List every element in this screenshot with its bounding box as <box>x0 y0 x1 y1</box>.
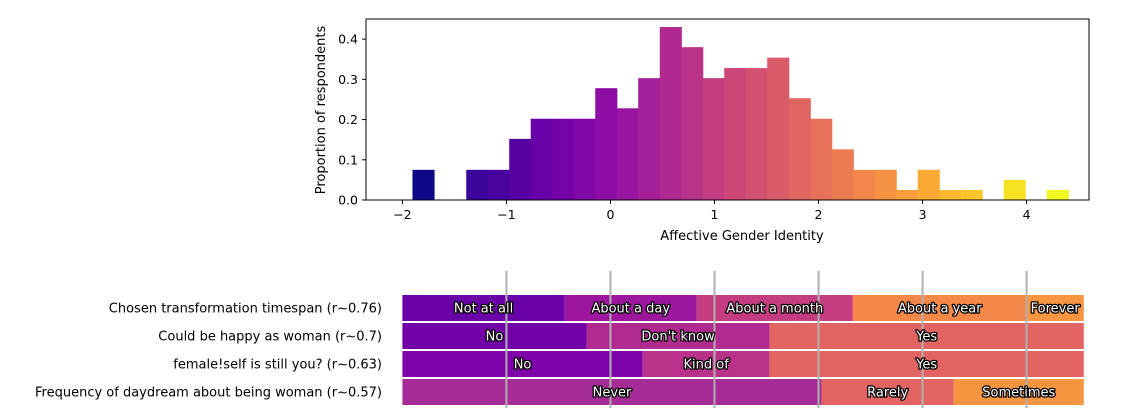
y-tick-label: 0.0 <box>338 193 358 208</box>
stacked-segment <box>769 323 1084 349</box>
segment-label: Never <box>593 386 632 401</box>
stacked-segment <box>1026 295 1084 321</box>
histogram-bar <box>874 169 897 200</box>
histogram-bar <box>487 169 510 200</box>
y-tick-label: 0.3 <box>338 72 358 87</box>
y-tick-label: 0.2 <box>338 112 358 127</box>
segment-label: No <box>486 330 504 345</box>
stacked-segment <box>586 323 770 349</box>
histogram-bar <box>638 78 661 200</box>
histogram-bar <box>595 88 618 200</box>
histogram-bar <box>509 138 532 200</box>
segment-label: Yes <box>915 358 937 373</box>
stacked-segment <box>769 351 1084 377</box>
histogram-bar <box>917 169 940 200</box>
histogram-bar <box>853 169 876 200</box>
y-tick-label: 0.4 <box>338 32 358 47</box>
x-tick-label: 2 <box>815 207 823 222</box>
stacked-segment <box>402 295 565 321</box>
histogram-bar <box>745 68 768 200</box>
stacked-segment <box>696 295 853 321</box>
stacked-gridlines <box>505 271 1028 408</box>
segment-label: About a day <box>591 302 670 317</box>
segment-label: Rarely <box>867 386 908 401</box>
histogram-bar <box>810 118 833 200</box>
histogram-bar <box>552 118 575 200</box>
stacked-segment <box>642 351 770 377</box>
stacked-segment <box>402 323 587 349</box>
x-tick-label: −2 <box>393 207 411 222</box>
histogram-bar <box>702 78 725 200</box>
histogram-bar <box>681 47 704 200</box>
x-tick-label: 4 <box>1023 207 1031 222</box>
stacked-bars <box>402 295 1084 405</box>
x-axis-label: Affective Gender Identity <box>660 229 824 244</box>
stacked-segment <box>564 295 697 321</box>
histogram-bar <box>616 108 639 200</box>
segment-label: No <box>514 358 532 373</box>
segment-label: Sometimes <box>982 386 1055 401</box>
stacked-segment <box>953 379 1084 405</box>
histogram-bar <box>767 57 790 200</box>
x-tick-label: 3 <box>919 207 927 222</box>
stacked-segment-labels: Not at all About a day About a month About … <box>453 300 1082 402</box>
segment-label: Yes <box>915 330 937 345</box>
stacked-segment <box>852 295 1027 321</box>
stacked-segment <box>821 379 954 405</box>
histogram-y-ticks: 0.0 0.1 0.2 0.3 0.4 <box>338 32 366 208</box>
histogram-bar <box>659 27 682 200</box>
histogram-bar <box>573 118 596 200</box>
row-label: Could be happy as woman (r~0.7) <box>158 330 382 345</box>
segment-label: About a month <box>726 302 823 317</box>
y-tick-label: 0.1 <box>338 152 358 167</box>
x-tick-label: 0 <box>606 207 614 222</box>
histogram-bar <box>788 98 811 200</box>
histogram-bar <box>1046 189 1069 200</box>
histogram-bar <box>939 189 962 200</box>
segment-label: Not at all <box>454 302 513 317</box>
histogram-bar <box>466 169 489 200</box>
histogram-bar <box>896 189 919 200</box>
histogram-bar <box>1003 179 1026 200</box>
segment-label: Kind of <box>684 358 730 373</box>
row-label: Frequency of daydream about being woman … <box>35 386 382 401</box>
histogram-frame <box>365 18 1090 201</box>
row-label: female!self is still you? (r~0.63) <box>173 358 382 373</box>
segment-label: About a year <box>898 302 982 317</box>
row-label: Chosen transformation timespan (r~0.76) <box>109 302 382 317</box>
segment-label: Forever <box>1031 302 1081 317</box>
histogram-bar <box>960 189 983 200</box>
stacked-segment <box>402 379 822 405</box>
histogram-x-ticks: −2 −1 0 1 2 3 4 <box>393 200 1031 222</box>
stacked-segment <box>402 351 643 377</box>
segment-label: Don't know <box>641 330 715 345</box>
y-axis-label: Proportion of respondents <box>314 26 329 195</box>
histogram-bar <box>412 169 435 200</box>
stacked-row-labels: Chosen transformation timespan (r~0.76) C… <box>35 302 382 401</box>
x-tick-label: 1 <box>711 207 719 222</box>
histogram-bar <box>530 118 553 200</box>
histogram-bar <box>724 68 747 200</box>
histogram-bars <box>412 27 1069 200</box>
histogram-bar <box>831 149 854 200</box>
x-tick-label: −1 <box>497 207 515 222</box>
